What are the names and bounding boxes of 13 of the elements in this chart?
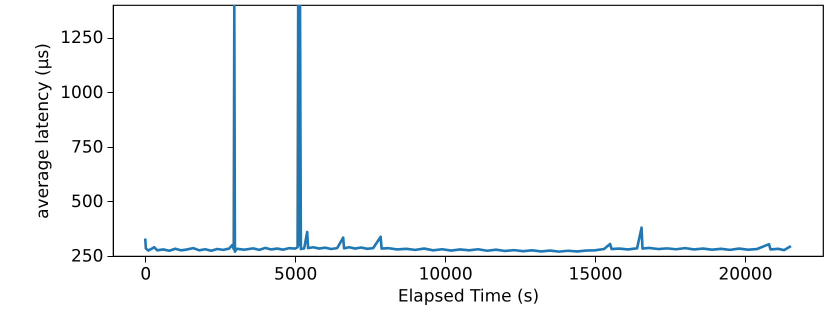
y-tick-label: 1000 [60, 82, 104, 103]
x-tick-label: 15000 [568, 264, 623, 284]
line-series [144, 5, 792, 253]
y-tick-label: 1250 [60, 28, 104, 48]
y-axis-title: average latency (µs) [33, 43, 54, 219]
x-tick-label: 10000 [418, 264, 473, 284]
y-tick-label: 250 [71, 246, 104, 266]
x-tick-label: 20000 [718, 264, 773, 284]
x-tick-label: 5000 [274, 264, 318, 284]
y-tick-label: 500 [71, 192, 104, 212]
x-axis-title: Elapsed Time (s) [398, 286, 540, 306]
x-tick-label: 0 [140, 264, 152, 284]
y-tick-label: 750 [71, 137, 104, 158]
